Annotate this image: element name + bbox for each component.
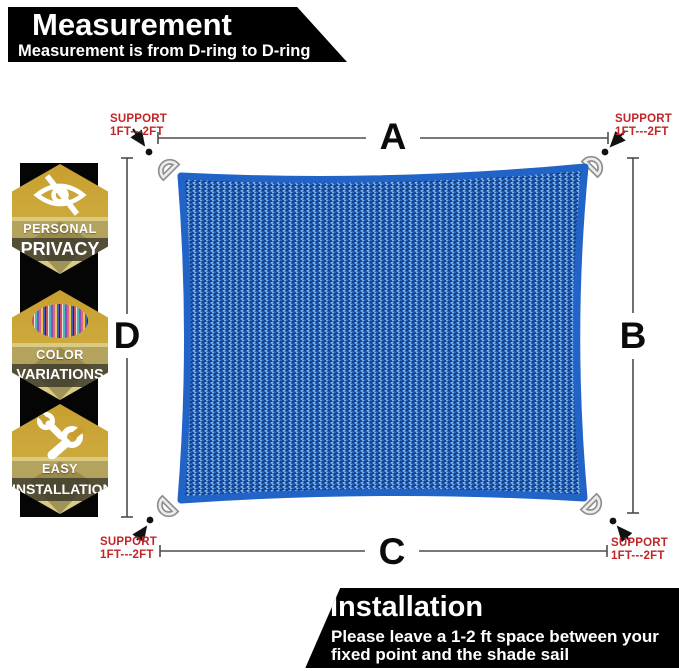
feature-big-label: INSTALLATION [12, 478, 108, 501]
feature-small-label: COLOR [12, 347, 108, 364]
measurement-line-d [121, 157, 133, 518]
feature-big-label: VARIATIONS [12, 364, 108, 387]
shade-sail-fabric [177, 163, 589, 504]
support-arrow-top-left [130, 128, 153, 156]
feature-big-label: PRIVACY [12, 238, 108, 261]
feature-badge-color-variations: COLOR VARIATIONS [12, 290, 108, 400]
support-line1: SUPPORT [615, 113, 672, 125]
header-banner: Measurement Measurement is from D-ring t… [8, 7, 347, 62]
support-arrow-top-right [601, 130, 626, 156]
footer-subtitle: Please leave a 1-2 ft space between your… [331, 627, 659, 664]
feature-small-label: PERSONAL [12, 221, 108, 238]
support-line2: 1FT---2FT [615, 125, 669, 138]
feature-badge-easy-installation: EASY INSTALLATION [12, 404, 108, 514]
footer-title: Installation [330, 591, 484, 623]
support-line1: SUPPORT [611, 537, 668, 549]
support-label-bottom-right: SUPPORT 1FT---2FT [611, 537, 668, 563]
support-arrow-bottom-left [132, 516, 154, 543]
header-subtitle: Measurement is from D-ring to D-ring [18, 42, 311, 60]
support-line1: SUPPORT [100, 536, 157, 548]
d-ring-icon-bottom-left [156, 499, 175, 518]
header-title: Measurement [32, 7, 232, 42]
measurement-label-c: C [378, 531, 406, 572]
measurement-label-d: D [113, 315, 141, 356]
eye-off-icon [12, 169, 108, 221]
color-stripes-icon [12, 295, 108, 347]
wrench-icon [12, 409, 108, 461]
measurement-label-a: A [379, 116, 407, 157]
measurement-line-c [159, 545, 608, 557]
support-line2: 1FT---2FT [611, 549, 665, 562]
measurement-line-b [627, 157, 639, 514]
support-line1: SUPPORT [110, 113, 167, 125]
feature-small-label: EASY [12, 461, 108, 478]
support-arrow-bottom-right [609, 517, 633, 543]
support-line2: 1FT---2FT [110, 125, 164, 138]
d-ring-icon-top-left [157, 158, 176, 177]
measurement-line-a [157, 132, 609, 144]
support-label-top-right: SUPPORT 1FT---2FT [615, 113, 672, 139]
support-label-top-left: SUPPORT 1FT---2FT [110, 113, 167, 139]
measurement-label-b: B [619, 315, 647, 356]
support-line2: 1FT---2FT [100, 548, 154, 561]
support-label-bottom-left: SUPPORT 1FT---2FT [100, 536, 157, 562]
footer-banner: Installation Please leave a 1-2 ft space… [305, 588, 679, 668]
